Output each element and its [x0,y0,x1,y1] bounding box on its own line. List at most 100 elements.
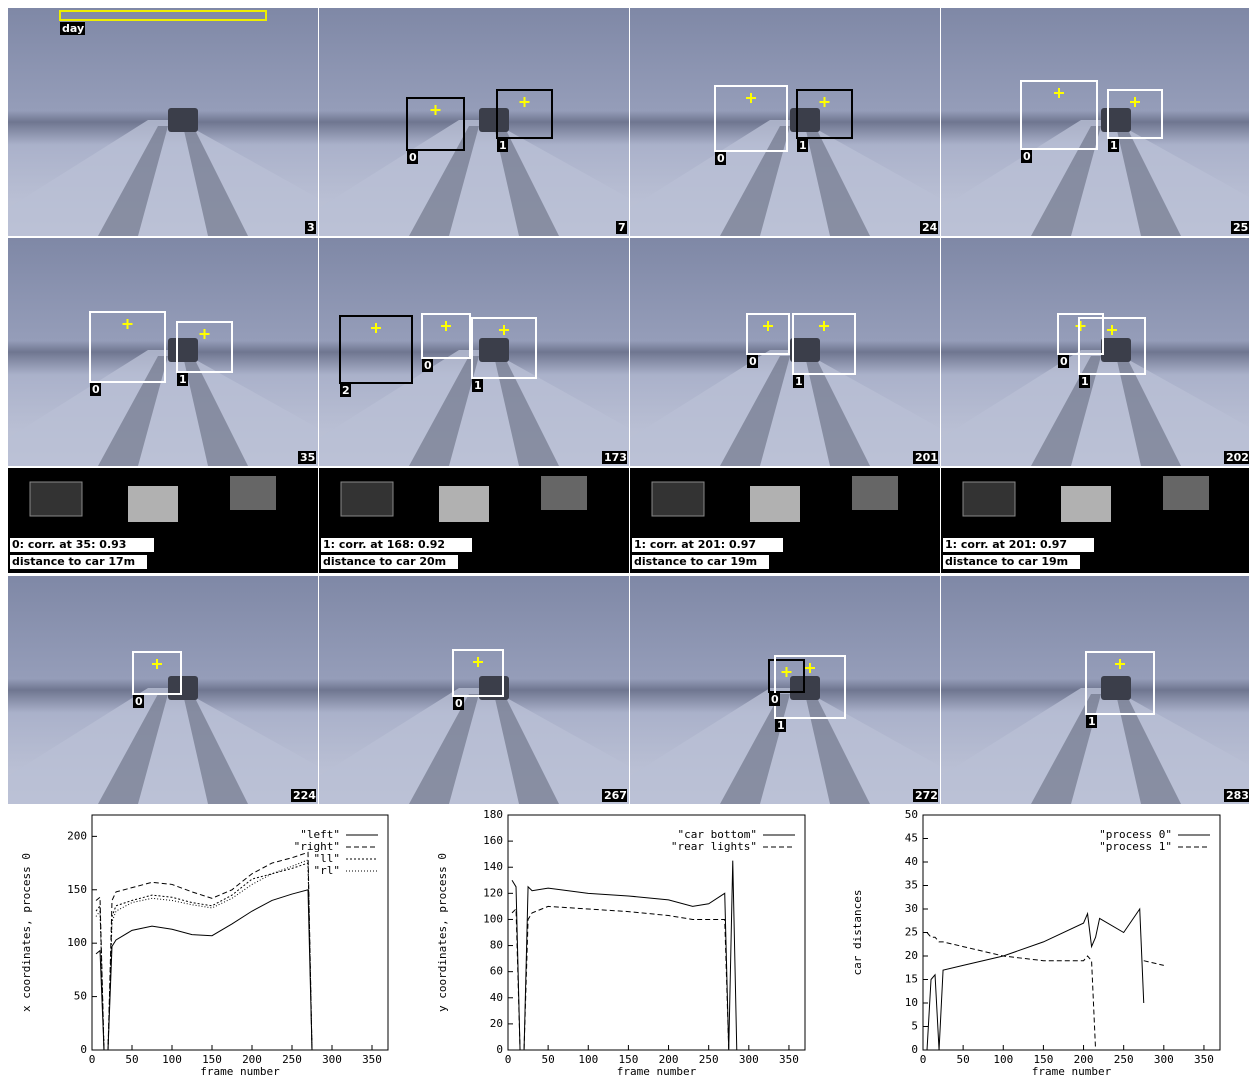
series-line [512,906,729,1050]
series-line [927,909,1144,1050]
frame-number: 25 [1233,221,1248,234]
frame-number: 224 [293,789,316,802]
track-id: 0 [455,697,463,710]
video-frame [630,238,940,466]
frame-number: 35 [300,451,315,464]
corr-text: 1: corr. at 201: 0.97 [945,538,1067,551]
template-thumb [963,482,1015,516]
x-tick-label: 100 [993,1053,1013,1066]
y-tick-label: 180 [483,808,503,821]
y-tick-label: 0 [80,1043,87,1056]
car [479,338,509,362]
y-tick-label: 25 [905,926,918,939]
series-line [96,890,312,1050]
x-tick-label: 50 [957,1053,970,1066]
y-axis-label: y coordinates, process 0 [436,853,449,1012]
car [168,676,198,700]
y-tick-label: 120 [483,886,503,899]
frame-number: 272 [915,789,938,802]
car [479,108,509,132]
series-line [927,933,1096,1051]
track-id: 1 [474,379,482,392]
track-id: 2 [342,384,350,397]
y-tick-label: 60 [490,965,503,978]
x-tick-label: 50 [125,1053,138,1066]
corr-text: 1: corr. at 168: 0.92 [323,538,445,551]
x-tick-label: 50 [542,1053,555,1066]
car [790,108,820,132]
distance-text: distance to car 19m [634,555,757,568]
match-blob [439,486,489,522]
match-blob [750,486,800,522]
series-line [1144,961,1164,966]
y-tick-label: 40 [490,991,503,1004]
plot-frame [508,815,805,1050]
video-frame [630,576,940,804]
y-tick-label: 140 [483,860,503,873]
x-tick-label: 350 [779,1053,799,1066]
track-id: 0 [1023,150,1031,163]
car [790,338,820,362]
track-id: 0 [1060,355,1068,368]
video-frame [941,238,1249,466]
video-frame [941,8,1249,236]
track-id: 0 [409,151,417,164]
x-tick-label: 250 [1114,1053,1134,1066]
y-tick-label: 100 [67,936,87,949]
y-tick-label: 5 [911,1020,918,1033]
video-frame [8,8,318,236]
x-axis-label: frame number [1032,1065,1112,1078]
y-tick-label: 45 [905,832,918,845]
y-tick-label: 100 [483,912,503,925]
legend-label: "rl" [314,864,341,877]
distance-text: distance to car 20m [323,555,446,568]
match-blob [1061,486,1111,522]
track-id: 1 [799,139,807,152]
series-line [96,860,312,1050]
x-tick-label: 300 [739,1053,759,1066]
video-frame [319,576,629,804]
car [1101,338,1131,362]
video-frame [319,238,629,466]
track-id: 0 [92,383,100,396]
x-tick-label: 300 [1154,1053,1174,1066]
corr-text: 1: corr. at 201: 0.97 [634,538,756,551]
y-tick-label: 20 [905,949,918,962]
y-tick-label: 50 [905,808,918,821]
frame-number: 7 [618,221,626,234]
track-id: 1 [777,719,785,732]
y-tick-label: 10 [905,996,918,1009]
video-frame [319,8,629,236]
car [1101,676,1131,700]
legend-label: "process 1" [1099,840,1172,853]
x-tick-label: 100 [162,1053,182,1066]
frame-number: 202 [1226,451,1249,464]
car-thumb [1163,476,1209,510]
figure: 3day017012401250135201173012010120202240… [0,0,1249,1086]
video-frame [941,576,1249,804]
series-line [512,861,737,1050]
frame-number: 3 [307,221,315,234]
track-id: 0 [749,355,757,368]
y-tick-label: 15 [905,973,918,986]
distance-text: distance to car 19m [945,555,1068,568]
x-tick-label: 250 [699,1053,719,1066]
x-tick-label: 250 [282,1053,302,1066]
track-id: 1 [179,373,187,386]
match-blob [128,486,178,522]
car [168,338,198,362]
template-thumb [652,482,704,516]
y-tick-label: 50 [74,990,87,1003]
track-id: 0 [135,695,143,708]
x-tick-label: 0 [89,1053,96,1066]
mode-label: day [62,22,84,35]
x-tick-label: 350 [1194,1053,1214,1066]
y-axis-label: x coordinates, process 0 [20,853,33,1012]
track-id: 1 [1110,139,1118,152]
template-thumb [30,482,82,516]
track-id: 1 [1081,375,1089,388]
y-tick-label: 80 [490,939,503,952]
y-tick-label: 160 [483,834,503,847]
y-tick-label: 35 [905,879,918,892]
y-tick-label: 200 [67,829,87,842]
